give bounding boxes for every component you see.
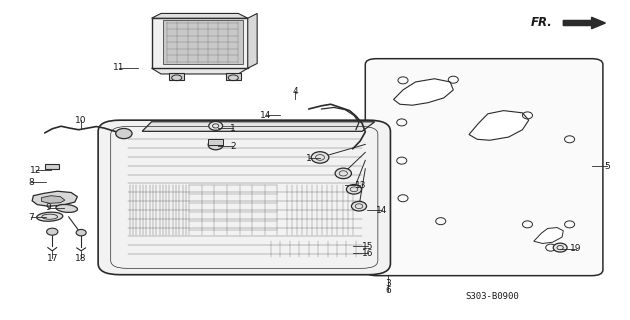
Text: 3: 3: [385, 279, 391, 288]
Polygon shape: [152, 68, 248, 74]
Ellipse shape: [116, 128, 132, 139]
Polygon shape: [152, 13, 248, 18]
Bar: [169, 73, 184, 80]
Text: 17: 17: [47, 254, 58, 263]
Text: 14: 14: [260, 111, 272, 120]
Text: 10: 10: [76, 116, 87, 125]
Ellipse shape: [346, 185, 362, 194]
Text: 8: 8: [28, 178, 34, 187]
Bar: [208, 139, 223, 145]
Text: 16: 16: [362, 249, 374, 258]
Ellipse shape: [553, 243, 567, 252]
Polygon shape: [163, 20, 243, 64]
Text: 14: 14: [376, 206, 387, 215]
Text: 4: 4: [292, 87, 298, 96]
Polygon shape: [394, 79, 454, 105]
Text: 15: 15: [362, 242, 374, 251]
Polygon shape: [534, 228, 563, 244]
FancyBboxPatch shape: [98, 120, 391, 275]
Ellipse shape: [335, 168, 352, 179]
Text: 18: 18: [76, 254, 87, 263]
Text: 1: 1: [231, 124, 236, 132]
Text: 2: 2: [231, 142, 236, 151]
Ellipse shape: [352, 201, 367, 211]
Polygon shape: [469, 111, 529, 140]
Text: 6: 6: [385, 286, 391, 295]
Text: 11: 11: [113, 63, 125, 72]
Ellipse shape: [47, 228, 58, 235]
Text: 7: 7: [28, 213, 34, 222]
Text: 12: 12: [30, 166, 42, 175]
Text: 13: 13: [355, 181, 366, 190]
Polygon shape: [32, 191, 77, 206]
Text: 9: 9: [45, 203, 51, 212]
Polygon shape: [152, 18, 248, 68]
Bar: [45, 164, 59, 169]
Polygon shape: [563, 17, 605, 29]
Text: 19: 19: [570, 244, 581, 253]
Polygon shape: [42, 196, 65, 203]
Text: 1: 1: [306, 154, 312, 163]
FancyBboxPatch shape: [365, 59, 603, 276]
Bar: [226, 73, 241, 80]
Polygon shape: [142, 122, 375, 131]
Ellipse shape: [208, 140, 223, 150]
Ellipse shape: [56, 204, 77, 212]
Ellipse shape: [311, 152, 329, 163]
Text: S303-B0900: S303-B0900: [466, 292, 520, 301]
Text: 5: 5: [604, 162, 610, 171]
Polygon shape: [248, 13, 257, 68]
Ellipse shape: [209, 122, 222, 130]
Ellipse shape: [37, 212, 63, 221]
Text: FR.: FR.: [531, 17, 553, 29]
Ellipse shape: [76, 229, 86, 236]
